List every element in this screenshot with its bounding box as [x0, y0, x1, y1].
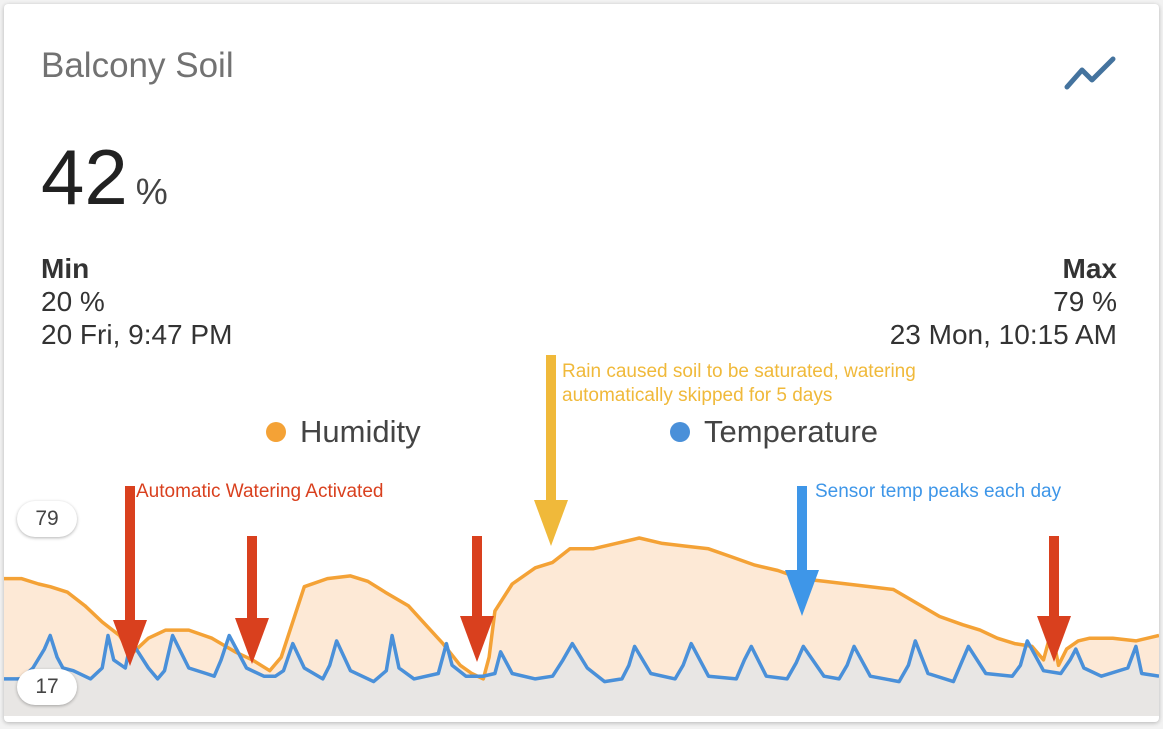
temperature-area — [4, 635, 1159, 716]
annotation-watering: Automatic Watering Activated — [136, 481, 384, 502]
annotation-temp: Sensor temp peaks each day — [815, 481, 1062, 502]
humidity-dot-icon — [266, 422, 286, 442]
watering-arrow-2 — [235, 536, 269, 664]
watering-arrow-4 — [1037, 536, 1071, 662]
temperature-dot-icon — [670, 422, 690, 442]
min-stat: Min 20 % 20 Fri, 9:47 PM — [41, 252, 232, 351]
annotation-rain-line1: Rain caused soil to be saturated, wateri… — [562, 361, 916, 382]
min-time: 20 Fri, 9:47 PM — [41, 319, 233, 350]
max-heading: Max — [1062, 253, 1117, 284]
humidity-series-line — [4, 536, 1159, 681]
rain-arrow — [534, 355, 568, 546]
card-title: Balcony Soil — [41, 46, 234, 85]
min-heading: Min — [41, 253, 90, 284]
max-value: 79 % — [1053, 286, 1117, 317]
legend-temperature[interactable]: Temperature — [670, 414, 878, 450]
watering-arrow-1 — [113, 486, 147, 666]
state-unit: % — [135, 171, 168, 212]
legend-humidity-label: Humidity — [300, 414, 421, 449]
legend-temperature-label: Temperature — [704, 414, 879, 449]
temp-arrow — [785, 486, 819, 616]
y-axis-min-label: 17 — [17, 669, 77, 705]
temperature-series-line — [4, 633, 1159, 684]
annotation-rain-line2: automatically skipped for 5 days — [562, 385, 833, 406]
state-value: 42 — [41, 133, 128, 221]
max-time: 23 Mon, 10:15 AM — [889, 319, 1117, 350]
max-stat: Max 79 % 23 Mon, 10:15 AM — [890, 252, 1117, 351]
annotation-rain: Rain caused soil to be saturated, wateri… — [562, 360, 916, 408]
current-state: 42% — [41, 132, 168, 223]
legend-humidity[interactable]: Humidity — [266, 414, 421, 450]
sensor-card[interactable]: Balcony Soil 42% Min 20 % 20 Fri, 9:47 P… — [4, 4, 1159, 722]
chart-line-icon[interactable] — [1064, 54, 1116, 92]
y-axis-max-label: 79 — [17, 501, 77, 537]
watering-arrow-3 — [460, 536, 494, 662]
min-value: 20 % — [41, 286, 105, 317]
history-chart[interactable] — [4, 4, 1159, 722]
